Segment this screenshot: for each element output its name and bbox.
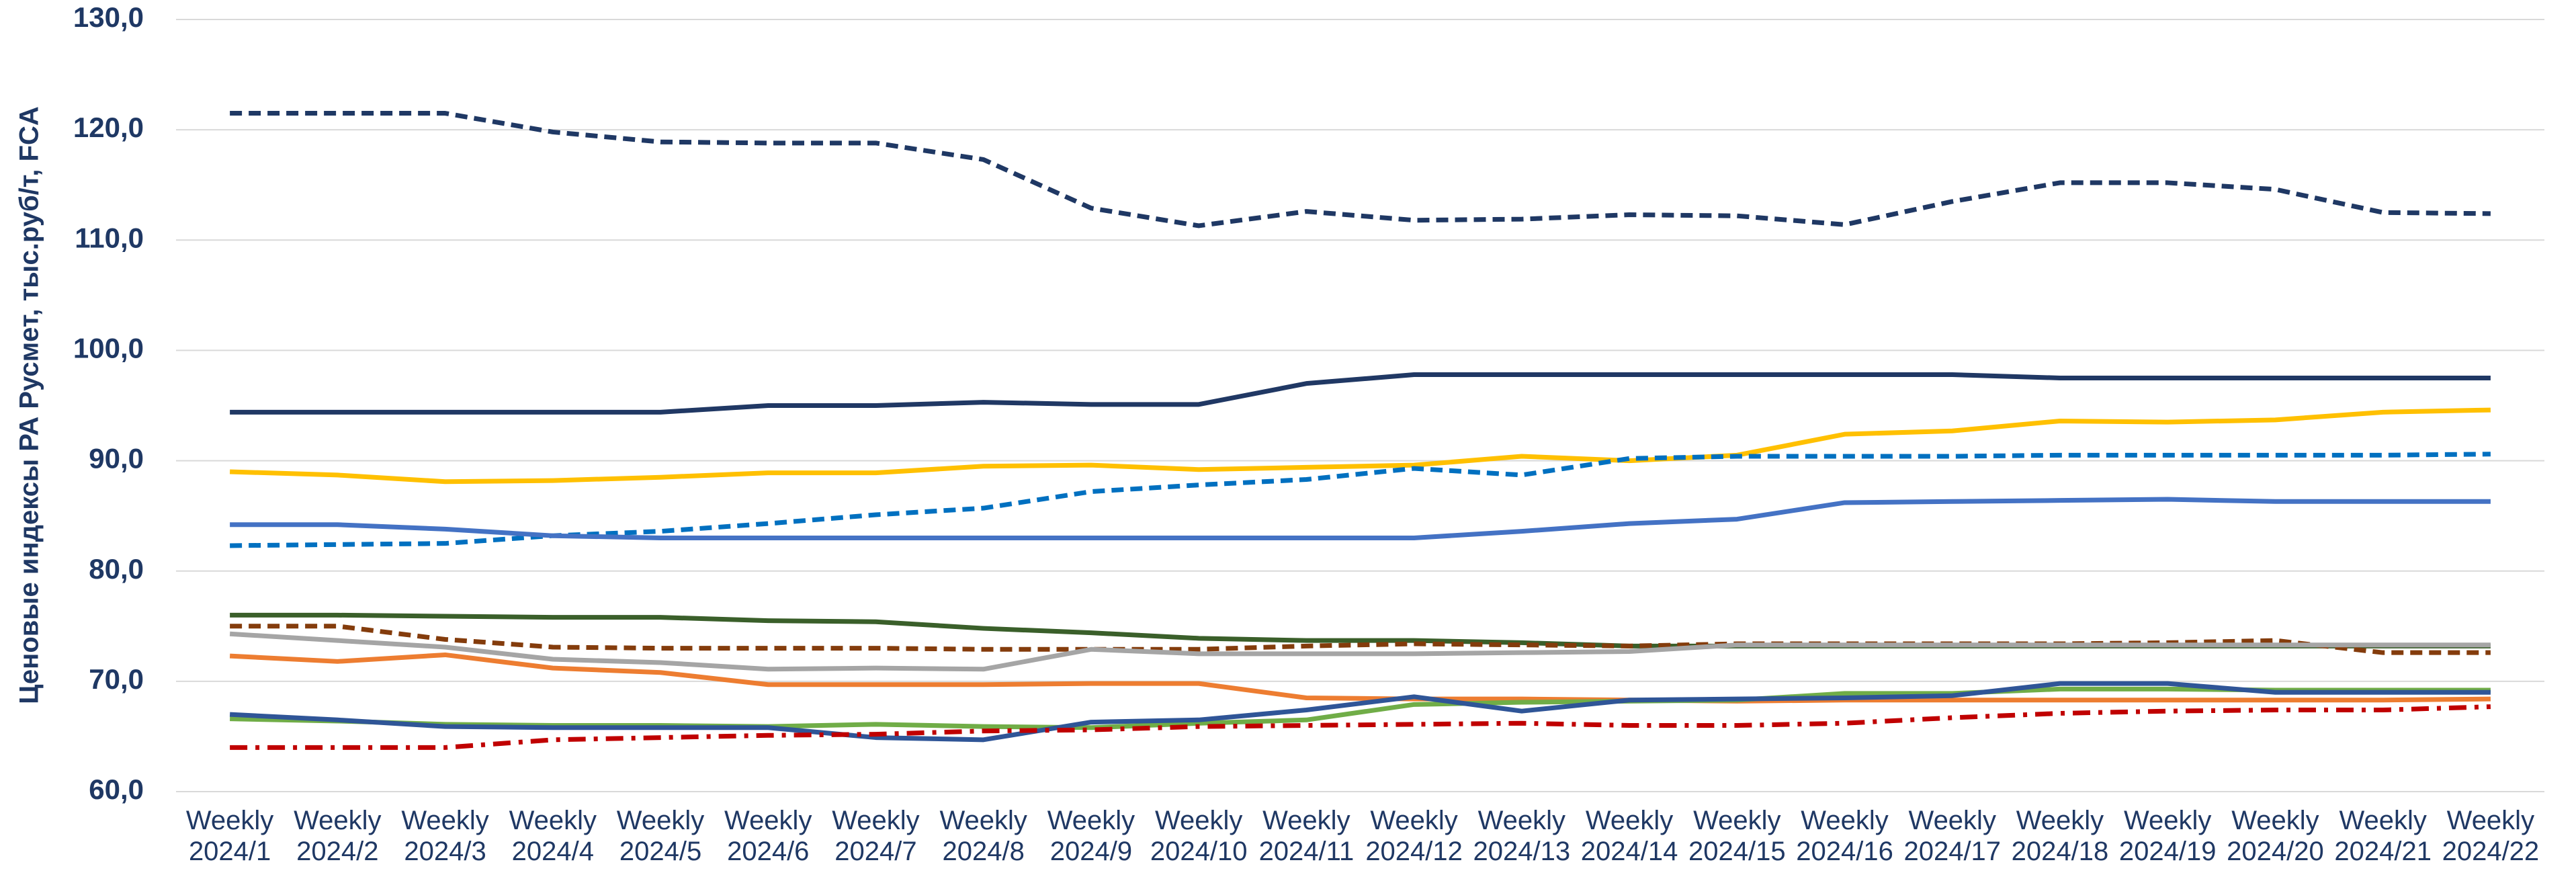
series-line <box>230 452 2491 548</box>
x-tick-label: Weekly 2024/16 <box>1796 806 1893 866</box>
series-line <box>230 686 2491 730</box>
x-tick-label: Weekly 2024/18 <box>2011 806 2109 866</box>
series-line <box>229 652 2491 704</box>
x-tick-label: Weekly 2024/21 <box>2334 806 2432 866</box>
x-tick-label: Weekly 2024/2 <box>294 806 382 866</box>
x-tick-label: Weekly 2024/4 <box>509 806 597 866</box>
y-axis-label: Ценовые индексы РА Русмет, тыс.руб/т, FC… <box>15 106 44 704</box>
series-line <box>230 372 2491 415</box>
series-line <box>230 704 2491 750</box>
x-tick-label: Weekly 2024/5 <box>616 806 705 866</box>
y-tick-label: 80,0 <box>89 553 144 585</box>
series-line <box>230 407 2491 485</box>
x-tick-label: Weekly 2024/14 <box>1580 806 1678 866</box>
x-tick-label: Weekly 2024/13 <box>1473 806 1571 866</box>
x-tick-label: Weekly 2024/3 <box>401 806 489 866</box>
x-tick-label: Weekly 2024/6 <box>724 806 812 866</box>
y-tick-label: 70,0 <box>89 663 144 695</box>
series-line <box>229 681 2491 743</box>
x-tick-label: Weekly 2024/10 <box>1150 806 1248 866</box>
x-tick-label: Weekly 2024/20 <box>2227 806 2324 866</box>
x-tick-label: Weekly 2024/11 <box>1258 806 1355 866</box>
x-tick-label: Weekly 2024/9 <box>1047 806 1135 866</box>
x-tick-label: Weekly 2024/17 <box>1903 806 2002 866</box>
y-tick-label: 90,0 <box>89 443 144 474</box>
series-line <box>229 631 2491 672</box>
x-tick-label: Weekly 2024/19 <box>2118 806 2217 866</box>
x-tick-label: Weekly 2024/12 <box>1365 806 1463 866</box>
y-tick-label: 60,0 <box>89 773 144 805</box>
x-tick-label: Weekly 2024/1 <box>185 806 274 866</box>
y-tick-label: 130,0 <box>73 1 144 33</box>
series-line <box>230 497 2491 540</box>
x-tick-label: Weekly 2024/15 <box>1688 806 1786 866</box>
series-line <box>230 111 2491 228</box>
y-tick-label: 100,0 <box>73 333 144 364</box>
y-tick-label: 110,0 <box>75 222 144 253</box>
x-tick-label: Weekly 2024/7 <box>832 806 920 866</box>
x-tick-label: Weekly 2024/8 <box>939 806 1027 866</box>
x-tick-label: Weekly 2024/22 <box>2442 806 2540 866</box>
y-tick-label: 120,0 <box>73 112 144 143</box>
